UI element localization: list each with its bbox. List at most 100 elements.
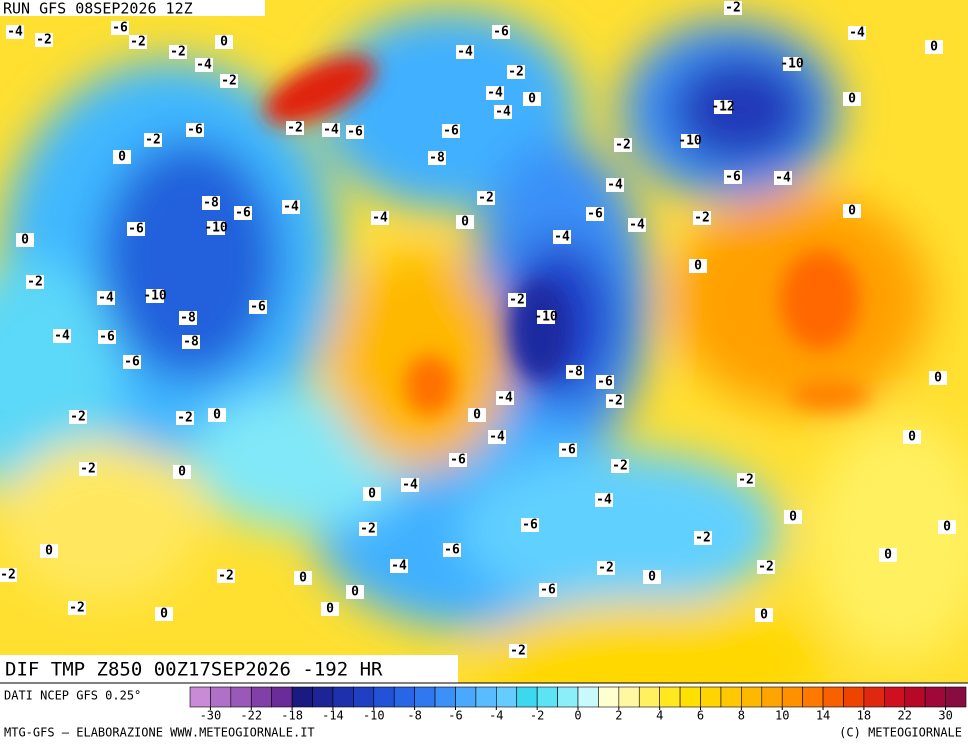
header-box xyxy=(0,0,265,16)
contour-label: -4 xyxy=(554,230,570,245)
contour-label: 0 xyxy=(178,465,186,480)
contour-label-box xyxy=(68,601,86,615)
contour-label-box xyxy=(346,125,364,139)
contour-label: 0 xyxy=(884,548,892,563)
colorbar-tick-label: 30 xyxy=(938,709,952,723)
colorbar-swatch xyxy=(679,686,701,708)
contour-label: -2 xyxy=(509,293,525,308)
contour-label-box xyxy=(606,394,624,408)
contour-label-box xyxy=(938,520,956,534)
colorbar-tick-label: 18 xyxy=(857,709,871,723)
contour-label-box xyxy=(363,487,381,501)
contour-label-box xyxy=(6,25,24,39)
contour-label: 0 xyxy=(943,520,951,535)
contour-label-box xyxy=(195,58,213,72)
contour-label: -2 xyxy=(508,65,524,80)
contour-label-box xyxy=(507,65,525,79)
colorbar-swatch xyxy=(577,686,599,708)
contour-label-box xyxy=(774,171,792,185)
contour-label: -6 xyxy=(444,543,460,558)
contour-label: -6 xyxy=(443,124,459,139)
contour-label-box xyxy=(597,561,615,575)
contour-label-box xyxy=(694,531,712,545)
contour-label-box xyxy=(207,221,225,235)
colorbar-swatch xyxy=(884,686,906,708)
contour-label: -2 xyxy=(218,569,234,584)
contour-label: -4 xyxy=(391,559,407,574)
contour-label: -2 xyxy=(607,394,623,409)
contour-label: -2 xyxy=(758,560,774,575)
contour-label: -4 xyxy=(495,105,511,120)
contour-label: -2 xyxy=(221,74,237,89)
contour-label: -4 xyxy=(283,200,299,215)
contour-label-box xyxy=(724,1,742,15)
contour-label-box xyxy=(129,35,147,49)
colorbar-swatch xyxy=(598,686,620,708)
contour-label-box xyxy=(643,570,661,584)
colorbar-swatch xyxy=(434,686,456,708)
contour-label-box xyxy=(521,518,539,532)
contour-label: -4 xyxy=(402,478,418,493)
colorbar-tick-label: 8 xyxy=(738,709,745,723)
colorbar-tick-label: -4 xyxy=(489,709,503,723)
contour-label-box xyxy=(879,548,897,562)
contour-label-box xyxy=(346,585,364,599)
contour-label-box xyxy=(486,86,504,100)
colorbar-tick-label: 6 xyxy=(697,709,704,723)
contour-label-box xyxy=(689,259,707,273)
contour-label: -6 xyxy=(560,443,576,458)
contour-label-box xyxy=(614,138,632,152)
contour-label-box xyxy=(0,568,17,582)
contour-label-box xyxy=(186,123,204,137)
contour-label: 0 xyxy=(848,92,856,107)
contour-label-box xyxy=(282,200,300,214)
colorbar-swatch xyxy=(741,686,763,708)
contour-label: -2 xyxy=(615,138,631,153)
contour-label-box xyxy=(456,215,474,229)
colorbar-swatch xyxy=(945,686,967,708)
contour-label: -2 xyxy=(738,473,754,488)
contour-label: 0 xyxy=(908,430,916,445)
colorbar-swatch xyxy=(291,686,313,708)
contour-label: -4 xyxy=(196,58,212,73)
contour-label: 0 xyxy=(351,585,359,600)
contour-label: 0 xyxy=(648,570,656,585)
contour-label: -2 xyxy=(27,275,43,290)
contour-label: 0 xyxy=(694,259,702,274)
colorbar-swatch xyxy=(393,686,415,708)
contour-label-box xyxy=(371,211,389,225)
contour-label-box xyxy=(26,275,44,289)
contour-label: -2 xyxy=(145,133,161,148)
colorbar-swatch xyxy=(210,686,232,708)
contour-label: -2 xyxy=(69,601,85,616)
contour-label-box xyxy=(35,33,53,47)
contour-label-box xyxy=(428,151,446,165)
contour-label-box xyxy=(127,222,145,236)
contour-label: -4 xyxy=(489,430,505,445)
colorbar-tick-label: 10 xyxy=(775,709,789,723)
contour-label-box xyxy=(843,92,861,106)
colorbar-swatch xyxy=(230,686,252,708)
contour-label: -8 xyxy=(567,365,583,380)
contour-label-box xyxy=(390,559,408,573)
contour-label: 0 xyxy=(299,571,307,586)
contour-label-box xyxy=(843,204,861,218)
contour-label-box xyxy=(16,233,34,247)
contour-label: -12 xyxy=(711,100,734,115)
colorbar-tick-label: -6 xyxy=(448,709,462,723)
contour-label: -6 xyxy=(99,330,115,345)
colorbar-swatch xyxy=(189,686,211,708)
colorbar-swatch xyxy=(720,686,742,708)
colorbar-swatch xyxy=(802,686,824,708)
contour-label-box xyxy=(903,430,921,444)
contour-label: -2 xyxy=(80,462,96,477)
contour-label: -4 xyxy=(775,171,791,186)
contour-label-box xyxy=(97,291,115,305)
contour-label-box xyxy=(449,453,467,467)
contour-label: -4 xyxy=(54,329,70,344)
map-title: DIF TMP Z850 00Z17SEP2026 -192 HR xyxy=(5,659,383,681)
contour-label: -2 xyxy=(130,35,146,50)
contour-label: -4 xyxy=(98,291,114,306)
contour-label: -6 xyxy=(187,123,203,138)
